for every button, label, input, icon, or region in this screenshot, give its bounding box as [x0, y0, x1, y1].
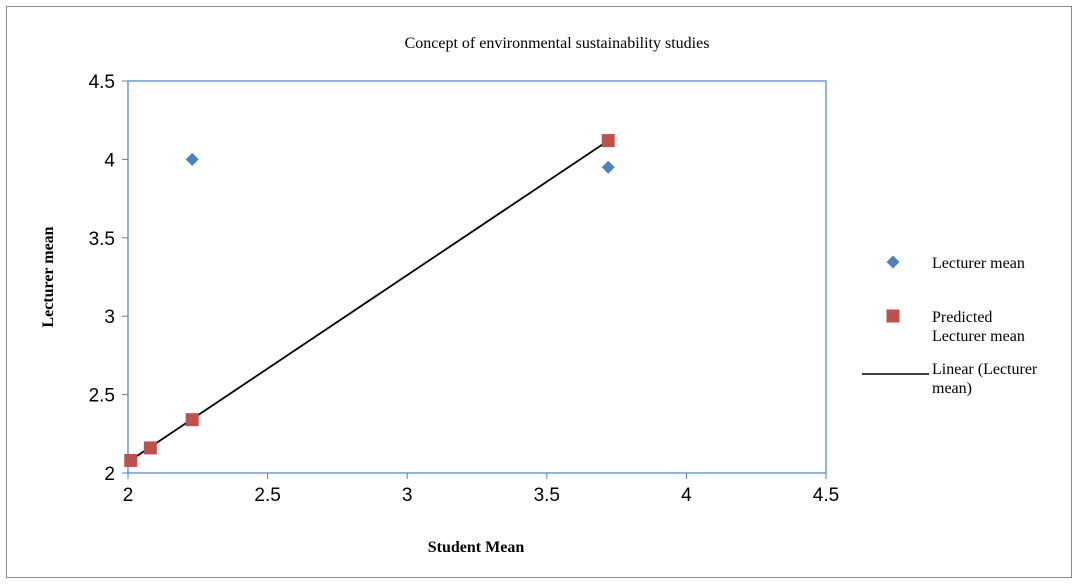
lecturer-mean-point [185, 152, 199, 166]
x-tick-label: 2 [123, 485, 134, 506]
x-tick-label: 2.5 [254, 485, 280, 506]
lecturer-mean-point [601, 160, 615, 174]
legend-label: Lecturer mean [932, 328, 1025, 345]
predicted-lecturer-mean-point [601, 134, 615, 148]
x-tick-label: 3.5 [534, 485, 560, 506]
x-tick-label: 4.5 [813, 485, 839, 506]
y-tick-label: 3.5 [89, 229, 115, 250]
legend: Lecturer mean Predicted Lecturer mean Linea… [862, 255, 1038, 397]
legend-label: Predicted [932, 309, 992, 326]
y-axis-ticks: 2 2.5 3 3.5 4 4.5 [89, 72, 128, 485]
trendline-linear [127, 139, 609, 463]
x-tick-label: 3 [402, 485, 413, 506]
y-tick-label: 2.5 [89, 386, 115, 407]
y-axis-title: Lecturer mean [40, 226, 57, 327]
legend-square-symbol [886, 309, 900, 323]
data-points [124, 134, 615, 467]
legend-diamond-symbol [886, 255, 900, 269]
legend-label: mean) [932, 380, 972, 397]
y-tick-label: 4.5 [89, 72, 115, 93]
trendline [127, 139, 609, 463]
legend-label: Lecturer mean [932, 255, 1025, 272]
predicted-lecturer-mean-point [185, 413, 199, 427]
y-tick-label: 2 [104, 464, 115, 485]
plot-area [127, 80, 827, 474]
predicted-lecturer-mean-point [124, 453, 138, 467]
x-axis-ticks: 2 2.5 3 3.5 4 4.5 [123, 473, 839, 506]
y-tick-label: 3 [104, 307, 115, 328]
y-tick-label: 4 [104, 150, 115, 171]
chart-title: Concept of environmental sustainability … [405, 35, 710, 52]
x-axis-title: Student Mean [428, 539, 525, 556]
legend-label: Linear (Lecturer [932, 361, 1038, 378]
chart-frame [6, 6, 1072, 578]
x-tick-label: 4 [681, 485, 692, 506]
predicted-lecturer-mean-point [143, 441, 157, 455]
